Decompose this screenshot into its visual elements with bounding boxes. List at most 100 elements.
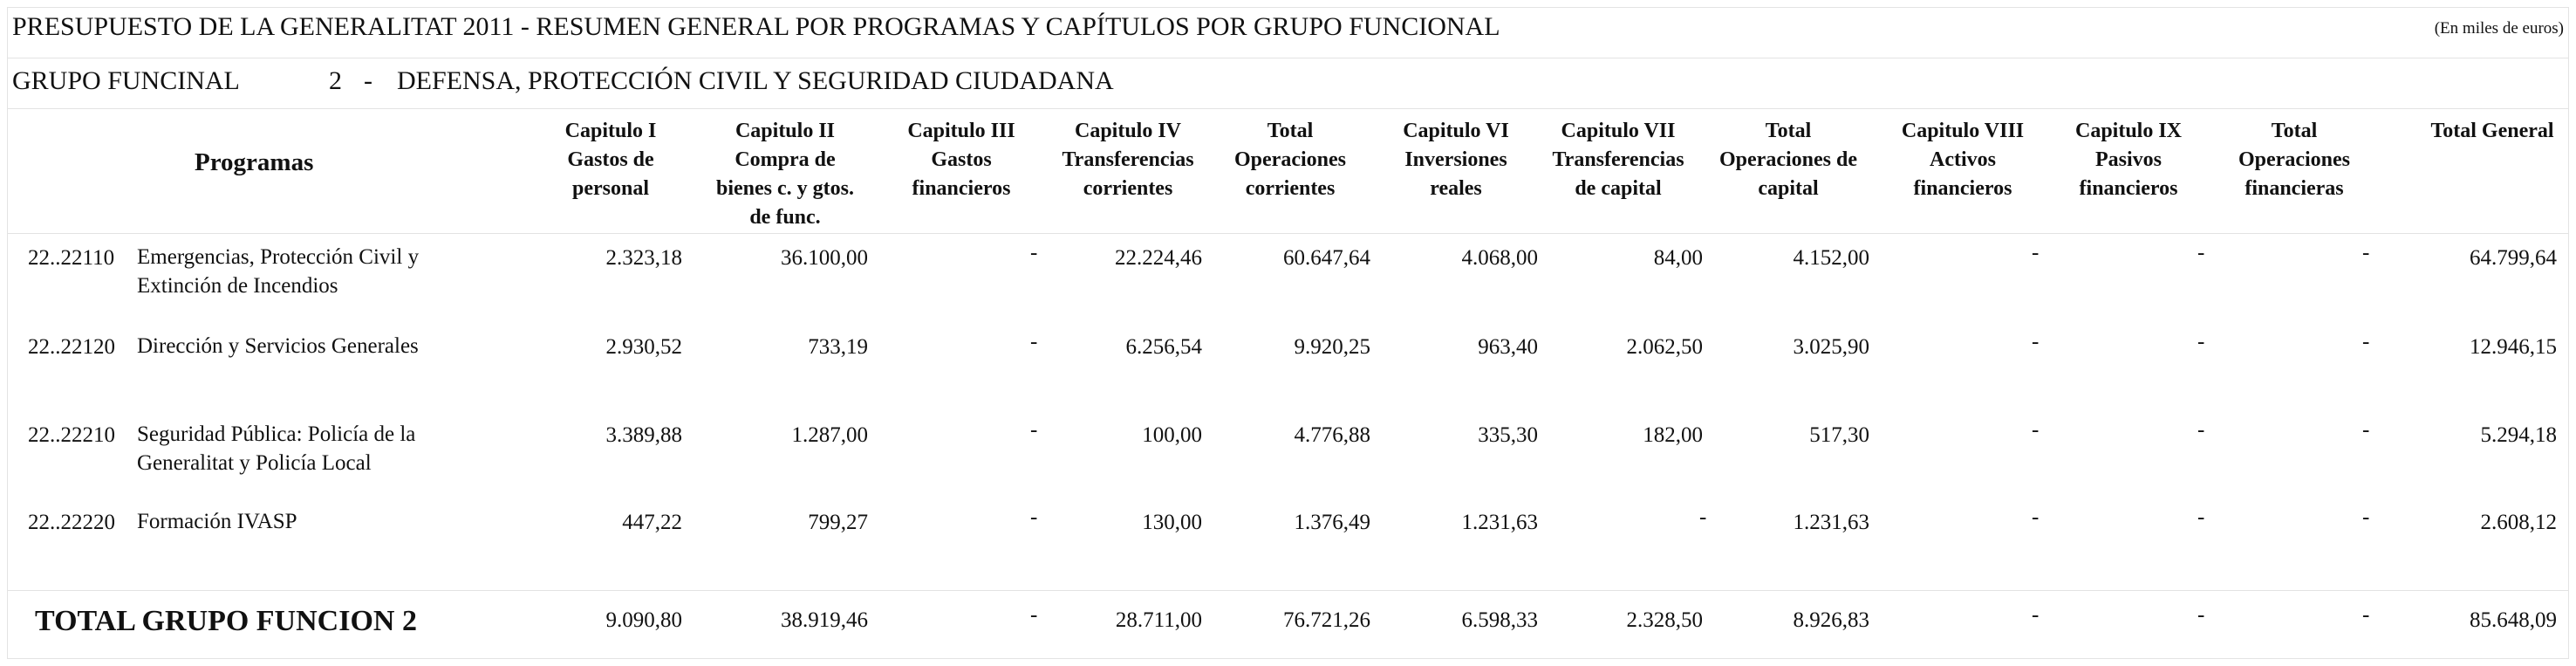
table-cell: 64.799,64	[2470, 246, 2557, 270]
table-cell: 2.328,50	[1626, 608, 1704, 632]
program-code: 22..22210	[28, 423, 115, 447]
grupo-number: 2	[329, 66, 342, 95]
table-cell: 1.231,63	[1793, 511, 1870, 534]
column-header-line: Total General	[2430, 120, 2554, 142]
program-code: 22..22220	[28, 511, 115, 534]
column-header-line: Capitulo I	[564, 120, 657, 142]
table-cell: 12.946,15	[2470, 335, 2557, 359]
table-cell: 799,27	[808, 511, 868, 534]
program-name: Dirección y Servicios Generales	[137, 332, 419, 360]
column-header: Capitulo IX Pasivos financieros	[2033, 117, 2224, 203]
table-cell: 3.389,88	[605, 423, 683, 447]
column-header-line: financieros	[2079, 177, 2178, 200]
table-cell: -	[2197, 505, 2205, 529]
column-header-line: Operaciones	[1234, 148, 1346, 171]
table-cell: 85.648,09	[2470, 608, 2557, 632]
divider-header	[7, 233, 2569, 234]
column-header-line: bienes c. y gtos.	[716, 177, 854, 200]
divider-grupo	[7, 108, 2569, 109]
table-cell: -	[1030, 241, 1038, 264]
column-header-line: Operaciones	[2238, 148, 2350, 171]
column-header-line: personal	[571, 177, 649, 200]
column-header: Total General	[2396, 117, 2576, 146]
program-name-line: Formación IVASP	[137, 510, 297, 533]
column-header-line: capital	[1758, 177, 1819, 200]
column-header-line: Transferencias	[1552, 148, 1684, 171]
column-header-line: de func.	[749, 206, 821, 229]
column-header-line: Inversiones	[1404, 148, 1507, 171]
table-cell: 1.376,49	[1294, 511, 1371, 534]
table-cell: 84,00	[1653, 246, 1703, 270]
column-header-line: Capitulo IV	[1074, 120, 1182, 142]
table-cell: -	[1030, 418, 1038, 442]
table-cell: 182,00	[1643, 423, 1703, 447]
column-header-line: Total	[1267, 120, 1314, 142]
column-header-line: Total	[2271, 120, 2318, 142]
table-cell: -	[2032, 418, 2040, 442]
table-cell: 36.100,00	[781, 246, 868, 270]
table-cell: -	[2362, 330, 2370, 354]
program-code: 22..22110	[28, 246, 115, 270]
column-header: Capitulo I Gastos de personal	[515, 117, 707, 203]
column-header-line: financieros	[1913, 177, 2012, 200]
program-name-line: Seguridad Pública: Policía de la	[137, 422, 416, 446]
grupo-dash: -	[364, 66, 372, 95]
table-cell: 6.256,54	[1125, 335, 1203, 359]
total-label: TOTAL GRUPO FUNCION 2	[35, 605, 417, 637]
column-header: Capitulo VIII Activos financieros	[1867, 117, 2059, 203]
table-cell: 8.926,83	[1793, 608, 1870, 632]
column-header-line: Capitulo III	[907, 120, 1015, 142]
divider-total	[7, 590, 2569, 591]
column-header-line: Gastos de	[567, 148, 654, 171]
column-header-line: Capitulo VI	[1403, 120, 1509, 142]
table-cell: 76.721,26	[1283, 608, 1370, 632]
table-cell: 100,00	[1142, 423, 1202, 447]
table-cell: 9.920,25	[1294, 335, 1371, 359]
table-cell: -	[2362, 603, 2370, 627]
grupo-label: GRUPO FUNCINAL	[12, 66, 240, 95]
table-cell: -	[2362, 241, 2370, 264]
table-cell: 733,19	[808, 335, 868, 359]
table-cell: 517,30	[1809, 423, 1869, 447]
program-name: Emergencias, Protección Civil y Extinción…	[137, 243, 419, 300]
table-cell: -	[2197, 603, 2205, 627]
table-cell: -	[2197, 241, 2205, 264]
column-header-line: corrientes	[1245, 177, 1336, 200]
table-cell: 2.323,18	[605, 246, 683, 270]
column-header-line: Capitulo IX	[2074, 120, 2183, 142]
table-cell: 9.090,80	[605, 608, 683, 632]
table-cell: -	[2362, 418, 2370, 442]
table-cell: 3.025,90	[1793, 335, 1870, 359]
column-header: Total Operaciones de capital	[1692, 117, 1884, 203]
programas-header: Programas	[195, 148, 314, 176]
table-cell: 4.776,88	[1294, 423, 1371, 447]
column-header-line: financieros	[912, 177, 1011, 200]
program-name: Seguridad Pública: Policía de la Generali…	[137, 420, 415, 477]
table-cell: 6.598,33	[1461, 608, 1539, 632]
column-header: Capitulo III Gastos financieros	[865, 117, 1057, 203]
table-cell: 22.224,46	[1115, 246, 1202, 270]
table-cell: -	[2032, 505, 2040, 529]
column-header-line: Capitulo VIII	[1901, 120, 2025, 142]
table-cell: -	[2032, 241, 2040, 264]
table-cell: -	[1699, 505, 1707, 529]
table-cell: -	[1030, 505, 1038, 529]
table-cell: 447,22	[622, 511, 682, 534]
program-name-line: Generalitat y Policía Local	[137, 451, 372, 475]
column-header-line: Capitulo VII	[1561, 120, 1676, 142]
column-header-line: Gastos	[931, 148, 992, 171]
table-cell: 963,40	[1478, 335, 1538, 359]
column-header-line: Capitulo II	[735, 120, 836, 142]
table-cell: 28.711,00	[1115, 608, 1202, 632]
column-header: Total Operaciones financieras	[2198, 117, 2390, 203]
table-cell: 2.062,50	[1626, 335, 1704, 359]
table-cell: 4.068,00	[1461, 246, 1539, 270]
table-cell: 38.919,46	[781, 608, 868, 632]
program-name-line: Emergencias, Protección Civil y	[137, 245, 420, 269]
column-header-line: Operaciones de	[1719, 148, 1857, 171]
column-header: Capitulo VI Inversiones reales	[1360, 117, 1552, 203]
table-cell: -	[2032, 330, 2040, 354]
table-cell: 60.647,64	[1283, 246, 1370, 270]
column-header-line: reales	[1430, 177, 1482, 200]
column-header: Capitulo VII Transferencias de capital	[1522, 117, 1714, 203]
